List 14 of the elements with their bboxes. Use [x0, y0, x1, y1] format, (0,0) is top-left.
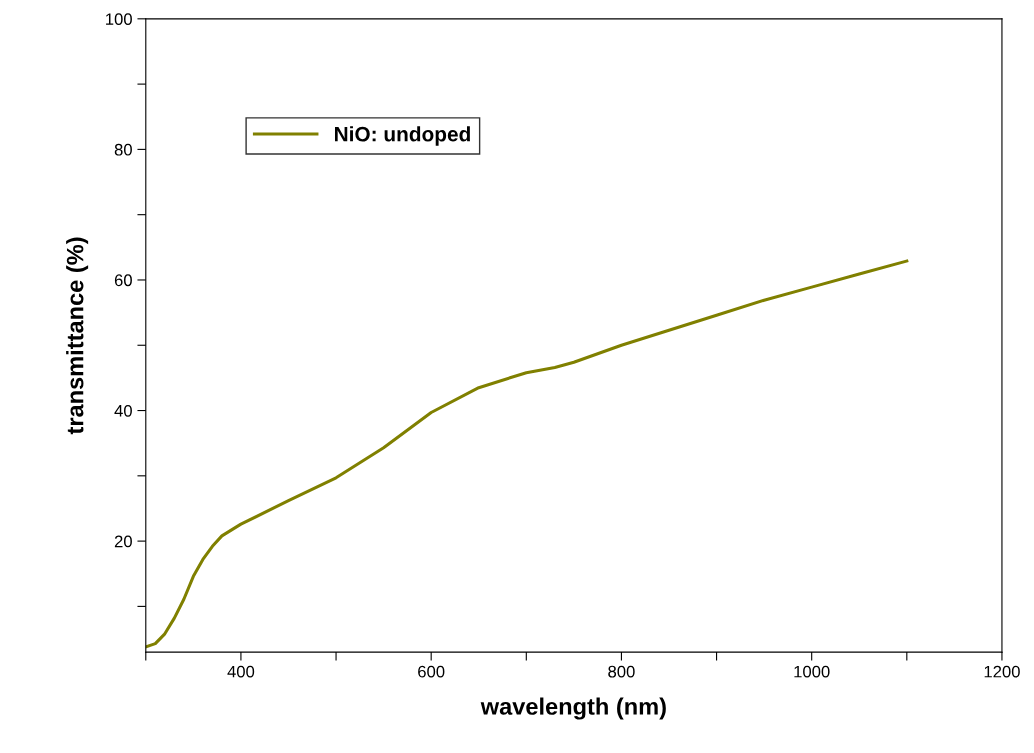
x-axis-title: wavelength (nm): [480, 697, 666, 720]
y-axis-title: transmittance (%): [66, 237, 89, 435]
x-tick-label: 600: [418, 665, 445, 678]
x-tick-label: 800: [608, 665, 635, 678]
x-tick-label: 1200: [984, 665, 1020, 678]
x-tick-label: 400: [227, 665, 255, 678]
legend-label: NiO: undoped: [335, 126, 470, 146]
y-tick-label: 80: [114, 143, 132, 156]
y-tick-label: 100: [106, 13, 132, 26]
y-tick-label: 20: [114, 535, 132, 548]
line-series: [145, 259, 909, 649]
x-tick-label: 1000: [794, 665, 830, 678]
y-tick-label: 60: [114, 274, 132, 287]
y-tick-label: 40: [114, 404, 132, 417]
